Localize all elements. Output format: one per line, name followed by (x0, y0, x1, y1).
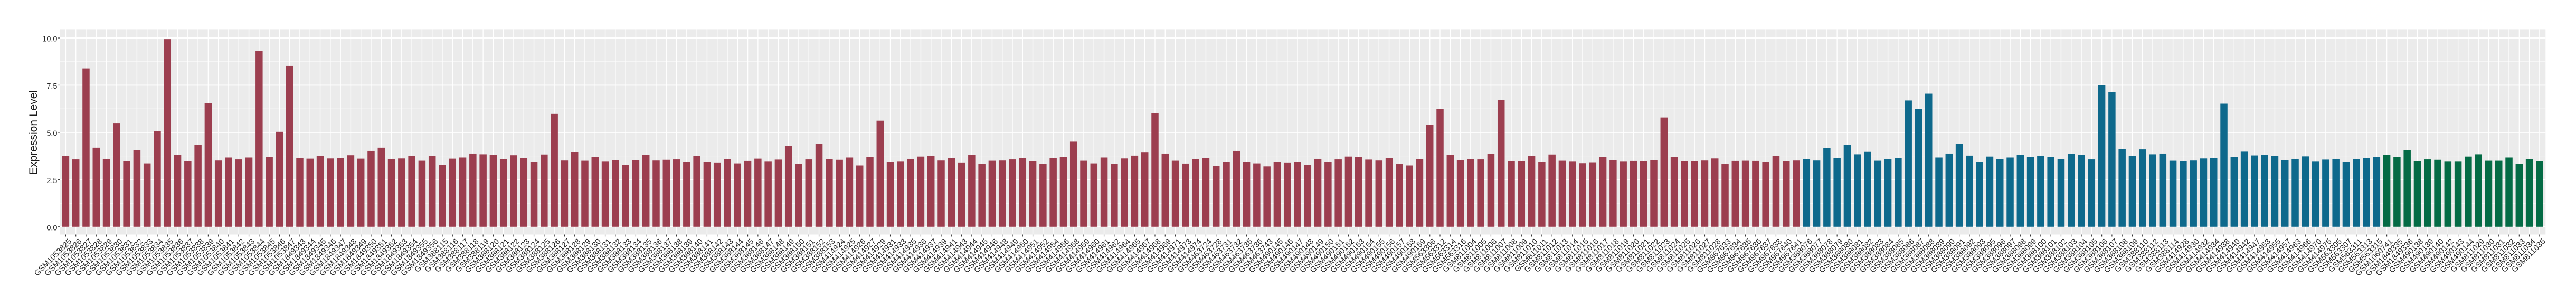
svg-text:2.5: 2.5 (46, 177, 57, 185)
svg-text:Expression Level: Expression Level (27, 90, 40, 175)
svg-text:5.0: 5.0 (46, 129, 57, 138)
svg-text:10.0: 10.0 (42, 35, 57, 44)
svg-text:7.5: 7.5 (46, 82, 57, 91)
svg-text:0.0: 0.0 (46, 224, 57, 232)
